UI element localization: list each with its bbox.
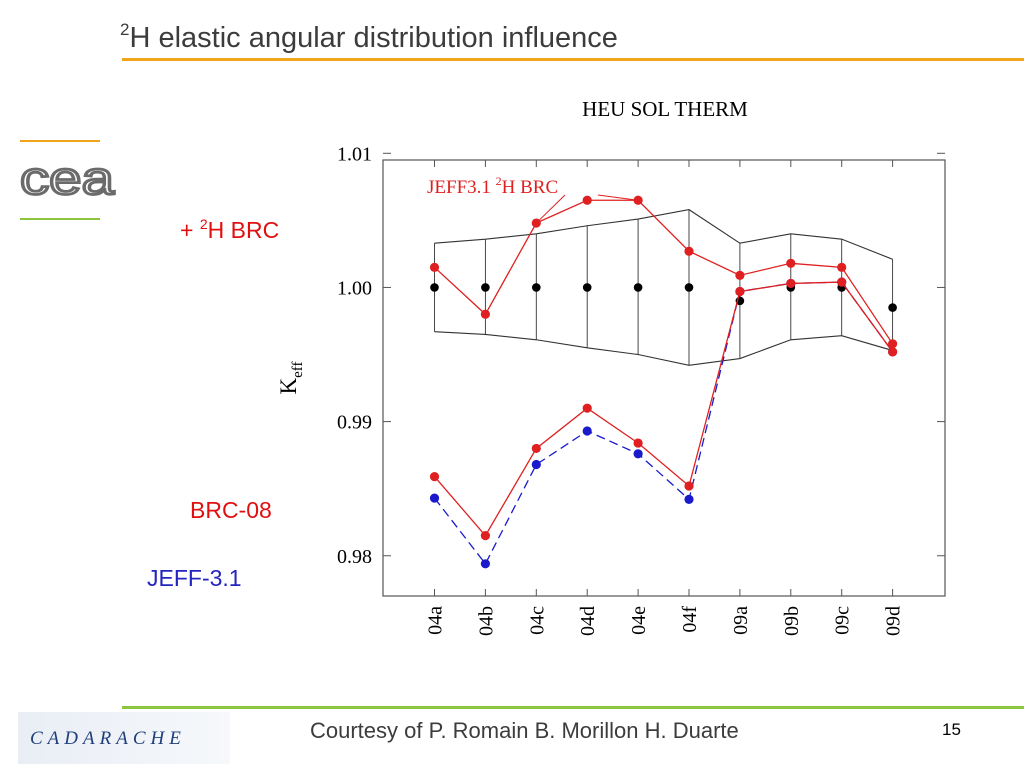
series-point-brc08: [480, 531, 490, 541]
label-h2-brc-prefix: +: [180, 217, 200, 243]
logo-top-line: [20, 140, 100, 142]
experiment-point: [633, 283, 643, 292]
experiment-point: [430, 283, 439, 292]
x-tick-label: 04f: [679, 606, 701, 633]
series-point-jeff31: [582, 426, 592, 436]
label-h2-brc-sup: 2: [199, 216, 208, 232]
series-annotation: JEFF3.1 2H BRC: [427, 174, 639, 224]
series-point-brc: [480, 309, 490, 319]
x-tick-label: 09a: [730, 606, 752, 635]
y-tick-label: 0.98: [337, 546, 372, 568]
x-tick-label: 04e: [628, 606, 650, 635]
series-point-brc: [582, 195, 592, 205]
y-axis-label: Keff: [276, 361, 306, 394]
title-rule: [122, 58, 1024, 61]
label-jeff31: JEFF-3.1: [147, 565, 242, 591]
experiment-point: [481, 283, 490, 292]
x-tick-label: 04b: [475, 606, 497, 636]
cea-logo-text: cea: [20, 156, 115, 200]
y-tick-label: 0.99: [337, 412, 372, 434]
y-tick-label: 1.00: [337, 277, 372, 299]
series-point-brc08: [582, 403, 592, 413]
series-point-brc08: [786, 278, 796, 289]
y-axis: 0.98 0.99 1.00 1.01: [337, 143, 945, 568]
cadarache-logo-text: CADARACHE: [30, 728, 186, 749]
series-point-brc: [735, 270, 745, 280]
chart-title: HEU SOL THERM: [582, 97, 748, 121]
x-tick-label: 04d: [577, 606, 599, 636]
series-line-brc: [434, 199, 894, 345]
experiment-point: [532, 283, 541, 292]
y-axis-label-sub: eff: [290, 361, 306, 377]
series-point-brc08: [888, 347, 898, 357]
label-h2-brc: + 2H BRC: [180, 216, 279, 244]
title-superscript: 2: [120, 20, 130, 39]
series-point-brc: [888, 339, 898, 349]
x-tick-label: 04a: [425, 606, 447, 635]
series-point-brc: [837, 262, 847, 272]
series-point-jeff31: [633, 449, 643, 459]
title-text: H elastic angular distribution influence: [129, 22, 618, 54]
series-point-brc: [684, 246, 694, 256]
cea-logo: cea: [20, 156, 116, 200]
series-point-brc: [786, 258, 796, 268]
series-point-brc08: [633, 438, 643, 448]
y-tick-label: 1.01: [337, 143, 372, 165]
experiment-point: [684, 283, 694, 292]
x-tick-label: 09c: [832, 606, 854, 635]
series-line-jeff31: [433, 281, 894, 566]
annotation-pointer: [597, 194, 639, 201]
annotation-label: JEFF3.1 2H BRC: [427, 174, 558, 198]
series-point-brc08: [429, 472, 440, 482]
calculated-series: [429, 195, 898, 569]
experiment-upper-bound: [434, 209, 893, 260]
series-point-jeff31: [684, 494, 694, 505]
series-point-jeff31: [429, 493, 440, 503]
series-point-brc08: [837, 277, 847, 287]
footer-credits: Courtesy of P. Romain B. Morillon H. Dua…: [310, 718, 739, 743]
slide-title: 2H elastic angular distribution influenc…: [120, 20, 618, 55]
footer-rule: [122, 706, 1024, 709]
series-line-brc08: [434, 281, 894, 537]
series-point-jeff31: [480, 559, 490, 569]
page-number: 15: [942, 720, 961, 739]
annotation-pointer: [535, 194, 566, 224]
experiment-lower-bound: [434, 331, 893, 366]
series-point-jeff31: [531, 459, 541, 470]
x-tick-label: 04c: [526, 606, 548, 635]
series-point-brc08: [531, 443, 541, 454]
series-point-brc08: [735, 286, 745, 297]
svg-text:Keff: Keff: [276, 361, 306, 394]
label-h2-brc-text: H BRC: [207, 217, 280, 243]
x-tick-label: 09d: [883, 606, 905, 636]
experiment-point: [582, 283, 592, 292]
x-axis: 04a 04b 04c 04d 04e 04f 09a 09b 09c 09d: [425, 160, 905, 636]
plot-frame: [382, 159, 946, 597]
logo-bottom-line: [20, 218, 100, 220]
experiment-point: [888, 303, 897, 312]
x-tick-label: 09b: [781, 606, 803, 636]
label-brc08: BRC-08: [190, 497, 272, 523]
cadarache-logo: CADARACHE: [18, 712, 230, 764]
y-axis-label-main: K: [276, 378, 301, 395]
series-point-brc08: [684, 481, 694, 491]
series-point-brc: [429, 262, 440, 272]
